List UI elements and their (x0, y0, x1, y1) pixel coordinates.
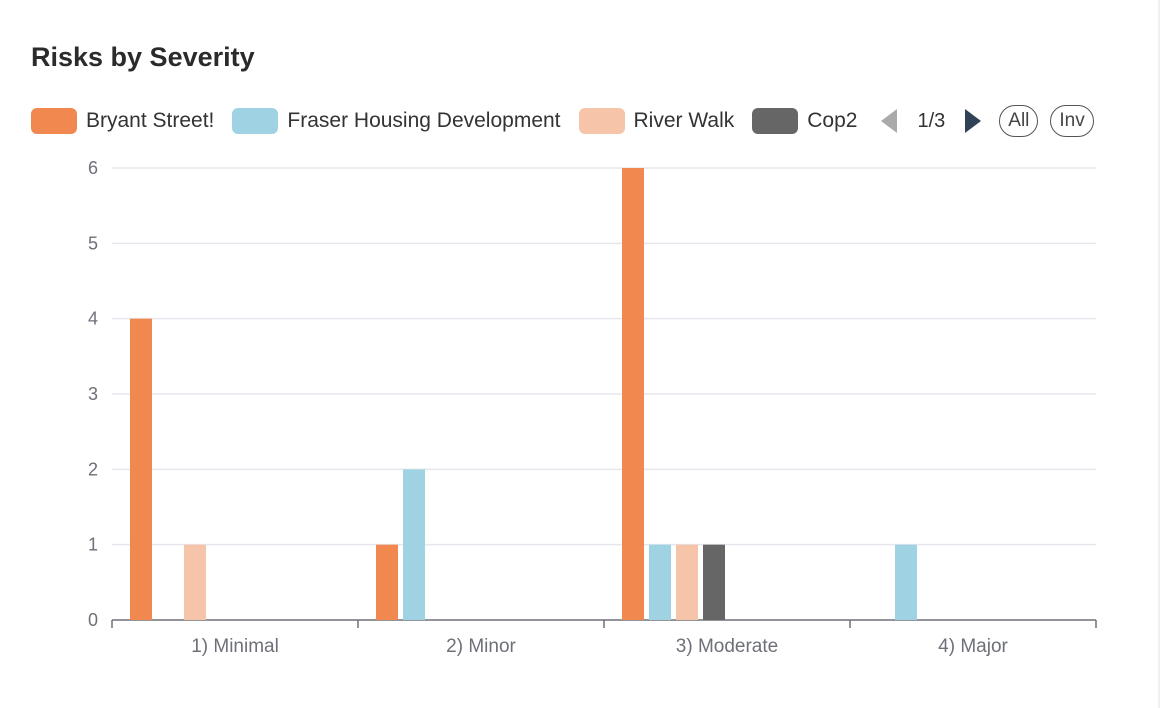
next-page-icon[interactable] (965, 109, 982, 133)
legend-item-fraser-housing-development[interactable]: Fraser Housing Development (232, 108, 561, 134)
legend-swatch (31, 108, 77, 134)
x-tick-label: 3) Moderate (676, 636, 778, 657)
select-all-button[interactable]: All (999, 105, 1039, 137)
bar (676, 544, 698, 620)
y-tick-label: 0 (88, 610, 98, 630)
x-tick-label: 4) Major (938, 636, 1008, 657)
legend-swatch (578, 108, 625, 134)
legend-swatch (232, 108, 279, 134)
bar (403, 469, 425, 620)
y-tick-label: 3 (88, 384, 98, 404)
bar (130, 318, 152, 620)
bar (376, 544, 398, 620)
legend-item-river-walk[interactable]: River Walk (578, 108, 735, 134)
y-tick-label: 2 (88, 459, 98, 479)
legend-item-bryant-street[interactable]: Bryant Street! (31, 108, 214, 134)
x-tick-label: 1) Minimal (191, 636, 279, 657)
bar (895, 544, 917, 620)
legend-item-cop2[interactable]: Cop2 (752, 108, 857, 134)
y-tick-label: 6 (88, 158, 98, 178)
chart-title: Risks by Severity (31, 42, 255, 72)
legend-label: Bryant Street! (86, 109, 215, 132)
bar (703, 544, 725, 620)
bar (622, 168, 644, 620)
legend-pager: 1/3 (881, 109, 982, 133)
chart-legend: Bryant Street! Fraser Housing Developmen… (31, 104, 1094, 138)
y-tick-label: 5 (88, 233, 98, 253)
y-tick-label: 4 (88, 309, 98, 329)
bar (184, 544, 206, 620)
invert-selection-button[interactable]: Inv (1050, 105, 1094, 137)
previous-page-icon[interactable] (881, 109, 898, 133)
legend-swatch (752, 108, 799, 134)
legend-label: Fraser Housing Development (287, 109, 561, 132)
y-tick-label: 1 (88, 535, 98, 555)
legend-label: Cop2 (807, 109, 858, 132)
legend-label: River Walk (633, 109, 735, 132)
bar (649, 544, 671, 620)
x-tick-label: 2) Minor (446, 636, 516, 657)
legend-page-indicator: 1/3 (917, 109, 946, 132)
